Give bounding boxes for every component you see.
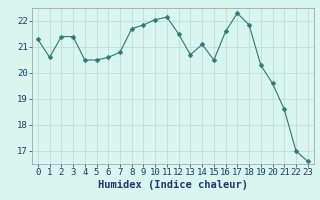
X-axis label: Humidex (Indice chaleur): Humidex (Indice chaleur) <box>98 180 248 190</box>
